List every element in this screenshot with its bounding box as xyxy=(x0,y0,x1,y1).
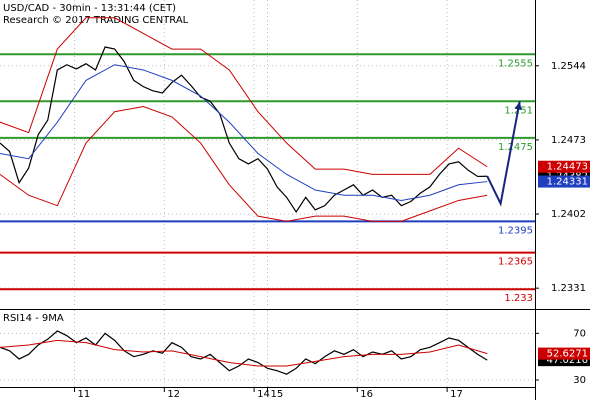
value-tag-label: 1.24473 xyxy=(547,162,588,173)
x-tick-label: 16 xyxy=(360,389,373,400)
level-label: 1.2395 xyxy=(498,225,533,236)
rsi-title: RSI14 - 9MA xyxy=(3,313,64,324)
y-tick-label: 30 xyxy=(573,375,586,386)
x-tick-label: 17 xyxy=(450,389,463,400)
value-tag xyxy=(538,175,590,188)
level-label: 1.233 xyxy=(504,293,533,304)
series-line xyxy=(0,46,488,214)
arrow-head xyxy=(514,101,522,111)
series-line xyxy=(0,105,488,222)
series-line xyxy=(0,17,488,175)
level-label: 1.2365 xyxy=(498,257,533,268)
chart-subtitle: Research © 2017 TRADING CENTRAL xyxy=(3,15,189,26)
y-tick-label: 1.2402 xyxy=(551,209,586,220)
series-line xyxy=(0,330,488,375)
projection-arrow xyxy=(486,101,521,207)
x-tick-label: 11 xyxy=(78,389,91,400)
x-tick-label: 12 xyxy=(167,389,180,400)
y-tick-label: 1.2473 xyxy=(551,135,586,146)
chart-title: USD/CAD - 30min - 13:31:44 (CET) xyxy=(3,3,176,14)
value-tag xyxy=(538,347,590,360)
y-tick-label: 1.2544 xyxy=(551,61,586,72)
level-label: 1.2555 xyxy=(498,58,533,69)
level-label: 1.2475 xyxy=(498,142,533,153)
y-tick-label: 1.2331 xyxy=(551,283,586,294)
series-line xyxy=(0,64,488,201)
value-tag xyxy=(538,160,590,173)
series-line xyxy=(0,339,488,367)
value-tag-label: 52.6271 xyxy=(547,349,588,360)
value-tag-label: 47.0216 xyxy=(547,355,588,366)
x-tick-label: 14 xyxy=(257,389,270,400)
value-tag-label: 1.24331 xyxy=(547,177,588,188)
x-tick-label: 15 xyxy=(271,389,284,400)
y-tick-label: 70 xyxy=(573,328,586,339)
